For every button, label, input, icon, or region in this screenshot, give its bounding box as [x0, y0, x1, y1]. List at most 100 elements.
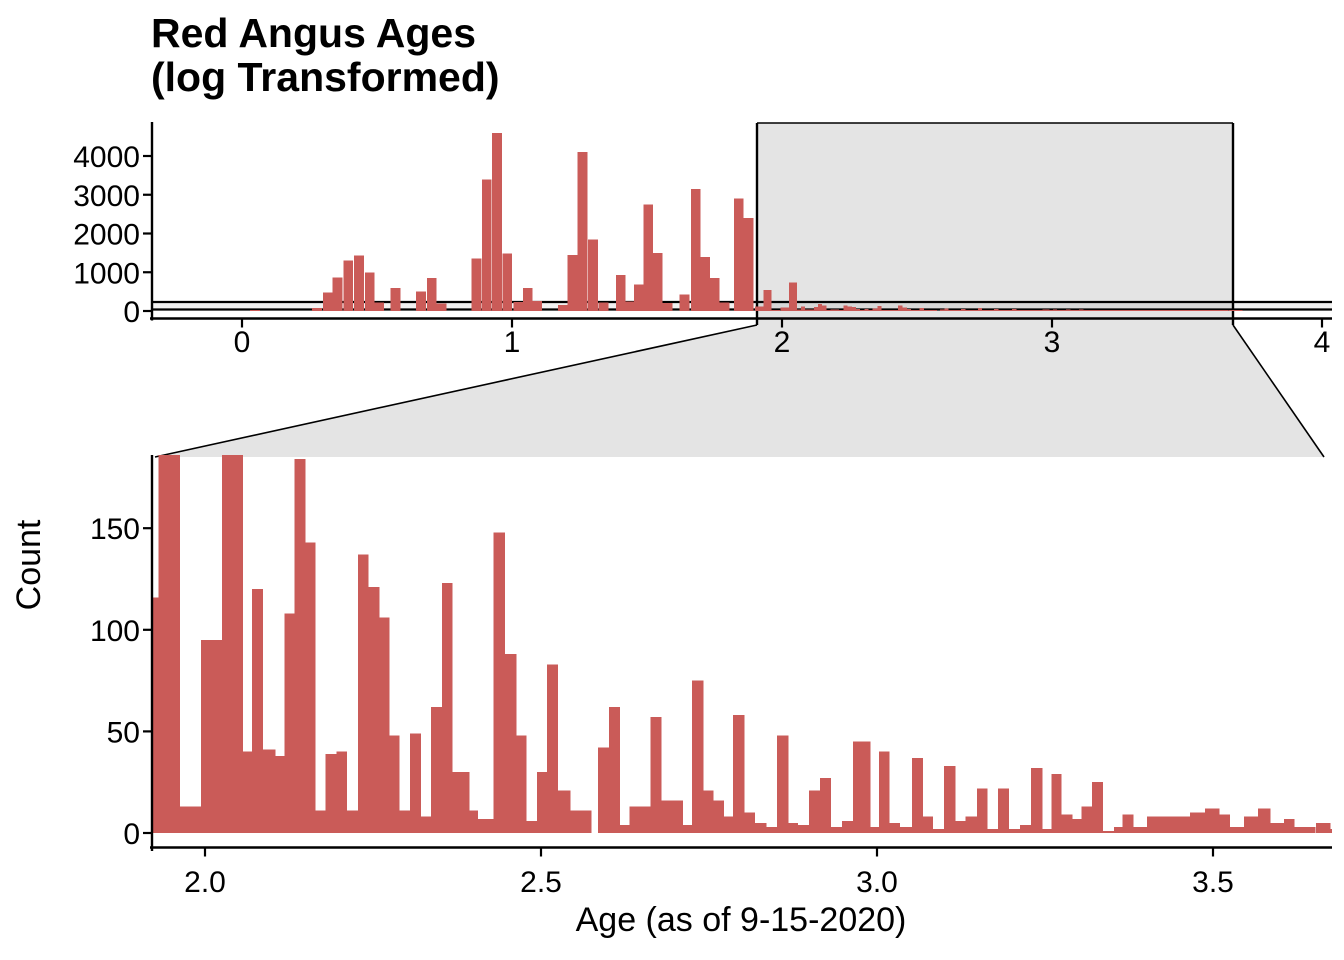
histogram-bar [1133, 826, 1148, 833]
histogram-bar [881, 309, 889, 311]
y-tick-label: 100 [90, 615, 140, 648]
histogram-bar [851, 306, 856, 311]
histogram-bar [557, 304, 568, 311]
histogram-bar [1070, 310, 1075, 311]
histogram-bar [1011, 309, 1017, 311]
histogram-bar [948, 310, 953, 311]
overview-axes: 0 1000 2000 3000 4000 0 1 2 3 4 [73, 122, 1332, 359]
histogram-bar [1193, 310, 1200, 311]
histogram-bar [755, 306, 764, 311]
y-tick-label: 4000 [73, 141, 140, 174]
histogram-bar [1071, 818, 1082, 833]
histogram-bar [855, 309, 861, 311]
histogram-bar [1142, 310, 1148, 311]
histogram-bar [1092, 782, 1104, 833]
x-tick-label: 3.5 [1192, 866, 1234, 899]
histogram-bar [1189, 310, 1194, 311]
histogram-bar [577, 152, 588, 311]
histogram-bar [897, 305, 903, 311]
histogram-bar [954, 820, 967, 833]
histogram-bar [312, 307, 323, 311]
histogram-bar [532, 300, 543, 311]
histogram-bar [336, 751, 348, 833]
histogram-bar [1205, 310, 1210, 311]
y-tick-label: 1000 [73, 257, 140, 290]
histogram-bar [766, 826, 778, 833]
histogram-bar [961, 308, 966, 311]
histogram-bar [1008, 828, 1021, 833]
histogram-bar [1007, 310, 1012, 311]
histogram-bar [977, 308, 983, 311]
histogram-bar [864, 309, 869, 311]
x-tick-label: 3.0 [856, 866, 898, 899]
histogram-bar [1029, 309, 1034, 311]
histogram-bar [819, 778, 832, 833]
histogram-bar [1134, 310, 1139, 311]
histogram-bar [888, 310, 892, 311]
histogram-bar [713, 800, 725, 833]
histogram-bar [1190, 812, 1206, 833]
histogram-bar [919, 307, 924, 311]
histogram-bar [1233, 310, 1243, 311]
histogram-bar [481, 179, 492, 311]
histogram-bar [1024, 310, 1030, 311]
histogram-bar [547, 664, 559, 833]
x-tick-label: 3 [1044, 326, 1061, 359]
histogram-bar [834, 309, 839, 311]
histogram-bar [640, 806, 651, 833]
histogram-bar [1150, 310, 1155, 311]
bottom-y-axis-title: Count [10, 519, 48, 610]
histogram-bar [1033, 310, 1038, 311]
histogram-bar [723, 816, 734, 833]
histogram-bar [1176, 816, 1191, 833]
histogram-bar [1228, 310, 1234, 311]
histogram-bar [374, 302, 385, 311]
histogram-bar [987, 828, 999, 833]
histogram-bar [771, 310, 781, 311]
histogram-bar [879, 751, 890, 833]
histogram-bar [567, 254, 578, 311]
histogram-bar [1114, 826, 1123, 833]
histogram-bar-clipped [221, 455, 244, 833]
histogram-bar [513, 302, 523, 311]
zoom-region-shade [155, 123, 1324, 457]
histogram-bar [797, 824, 810, 833]
histogram-bar [1056, 310, 1062, 311]
histogram-bar [1166, 310, 1173, 311]
histogram-bar [587, 239, 598, 311]
histogram-bar [379, 617, 390, 833]
histogram-bar [969, 310, 974, 311]
histogram-bar [889, 822, 901, 833]
histogram-bar [852, 741, 871, 833]
y-tick-label: 2000 [73, 219, 140, 252]
y-tick-label: 0 [123, 818, 140, 851]
x-tick-label: 2.5 [520, 866, 562, 899]
histogram-bar [733, 198, 744, 311]
histogram-bar [672, 800, 684, 833]
histogram-bar [1294, 826, 1316, 833]
bottom-x-axis-title: Age (as of 9-15-2020) [576, 901, 907, 939]
histogram-bar [932, 828, 945, 833]
histogram-bar [830, 309, 835, 311]
histogram-bar [1102, 830, 1115, 833]
histogram-bar [1284, 818, 1295, 833]
histogram-bar [420, 816, 432, 833]
histogram-bar [629, 806, 641, 833]
histogram-bar [928, 310, 938, 311]
histogram-bar [822, 305, 827, 311]
histogram-bar [842, 820, 854, 833]
histogram-bar [569, 810, 592, 833]
histogram-bar [661, 800, 673, 833]
histogram-bar [426, 278, 437, 311]
histogram-bar [679, 294, 690, 311]
histogram-bar [805, 309, 811, 311]
histogram-bar [294, 459, 306, 833]
histogram-bar [709, 278, 720, 311]
histogram-bar [939, 309, 945, 311]
histogram-bar [1042, 828, 1053, 833]
histogram-bar [1104, 310, 1110, 311]
histogram-bar [1061, 814, 1073, 833]
histogram-bar [390, 287, 401, 311]
histogram-bar [1147, 816, 1163, 833]
